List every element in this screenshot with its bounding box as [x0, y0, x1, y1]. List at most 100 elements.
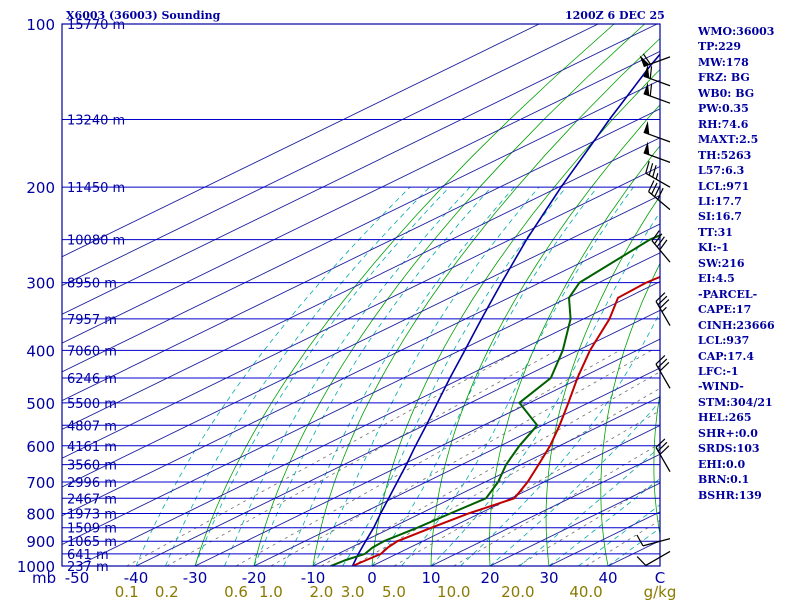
temperature-axis-labels: mb -50 -40 -30 -20 -10 0 10 20 30 40 C: [32, 569, 665, 587]
index-line: LCL:971: [698, 179, 750, 193]
isotherm-line: [62, 165, 660, 459]
moist-adiabat-line: [253, 186, 492, 566]
index-line: LI:17.7: [698, 194, 742, 208]
height-label: 641 m: [67, 548, 109, 563]
plot-frame: [61, 23, 661, 567]
moist-adiabat-line: [312, 186, 540, 566]
barb-feather: [645, 161, 650, 174]
dry-adiabat-line: [430, 104, 660, 566]
dry-adiabat-line: [653, 391, 660, 537]
height-label: 11450 m: [67, 181, 125, 196]
plot-border: [61, 23, 661, 567]
barb-feather: [657, 295, 668, 306]
isotherm-line: [194, 338, 660, 566]
temperature-tick-label: 40: [598, 569, 617, 587]
barb-feather: [655, 292, 666, 302]
isotherm-line: [62, 79, 660, 373]
index-line: TT:31: [698, 225, 733, 239]
wind-barb: [636, 534, 671, 547]
temperature-tick-label: -20: [242, 569, 267, 587]
barb-feather: [656, 236, 665, 248]
mixing-ratio-line: [235, 349, 621, 566]
barb-feather: [657, 441, 668, 452]
index-line: -PARCEL-: [698, 287, 758, 301]
mixing-ratio-lines: [126, 349, 660, 566]
pressure-label: 100: [26, 16, 55, 34]
mixing-ratio-label: 10.0: [437, 583, 470, 600]
moist-adiabat-line: [165, 186, 430, 566]
moist-adiabat-line: [194, 186, 450, 566]
height-label: 4161 m: [67, 440, 117, 455]
barb-flag: [639, 55, 650, 67]
barb-feather: [659, 239, 668, 251]
mixing-ratio-label: 0.6: [224, 583, 248, 600]
mixing-ratio-label: 3.0: [341, 583, 365, 600]
isotherm-line: [62, 24, 599, 287]
isotherm-line: [135, 309, 660, 566]
barb-feather: [648, 180, 655, 192]
barb-flag: [643, 82, 650, 96]
height-label: 1065 m: [67, 535, 117, 550]
mixing-ratio-unit-label: g/kg: [644, 583, 677, 600]
height-label: 5500 m: [67, 397, 117, 412]
isotherms: [62, 24, 660, 566]
barb-shaft: [642, 537, 671, 547]
height-label: 1973 m: [67, 507, 117, 522]
barb-shaft: [643, 131, 671, 143]
index-line: SI:16.7: [698, 210, 742, 224]
temperature-tick-label: C: [655, 569, 665, 587]
moist-adiabat-line: [224, 186, 471, 566]
height-labels: 15770 m 13240 m 11450 m 10080 m 8950 m 7957 m…: [67, 18, 125, 575]
wind-barb: [643, 64, 671, 87]
barb-shaft: [655, 447, 671, 473]
mixing-ratio-line: [126, 349, 520, 566]
barb-feather: [649, 83, 653, 97]
dewpoint-trace: [330, 234, 660, 566]
temperature-tick-label: 10: [421, 569, 440, 587]
height-label: 237 m: [67, 560, 109, 575]
wind-barb: [639, 53, 671, 68]
wind-barb: [643, 121, 671, 143]
dry-adiabat-line: [253, 24, 645, 566]
height-label: 1509 m: [67, 522, 117, 537]
mixing-ratio-label: 5.0: [382, 583, 406, 600]
barb-shaft: [655, 363, 671, 389]
isotherm-line: [76, 281, 660, 566]
wind-barb: [648, 180, 671, 211]
moist-adiabat-line: [283, 186, 515, 566]
isotherm-line: [62, 24, 540, 258]
index-line: SHR+:0.0: [698, 426, 758, 440]
wind-barb: [655, 438, 671, 473]
barb-flag: [643, 121, 650, 135]
barb-feather: [657, 187, 664, 200]
index-line: TH:5263: [698, 148, 752, 162]
index-line: MAXT:2.5: [698, 133, 759, 147]
isotherm-line: [430, 453, 660, 566]
index-line: RH:74.6: [698, 117, 749, 131]
mixing-ratio-line: [166, 349, 557, 566]
temperature-tick-label: -50: [65, 569, 90, 587]
index-line: CAPE:17: [698, 303, 752, 317]
barb-feather: [657, 358, 668, 368]
barb-feather: [654, 185, 661, 198]
index-line: CAP:17.4: [698, 349, 755, 363]
pressure-label: 600: [26, 438, 55, 456]
barb-feather: [652, 165, 657, 178]
barb-shaft: [655, 300, 671, 326]
moist-adiabat-line: [548, 478, 660, 566]
pressure-label: 700: [26, 474, 55, 492]
temperature-tick-label: -10: [301, 569, 326, 587]
moist-adiabat-line: [578, 504, 660, 566]
pressure-label: 500: [26, 395, 55, 413]
barb-feather: [659, 361, 670, 372]
pressure-label: 900: [26, 533, 55, 551]
index-line: CINH:23666: [698, 318, 775, 332]
barb-feather: [654, 233, 663, 245]
isotherm-line: [62, 50, 660, 344]
barb-feather: [659, 299, 670, 309]
pressure-label: 200: [26, 179, 55, 197]
temperature-tick-label: -30: [183, 569, 208, 587]
isotherm-line: [62, 223, 660, 517]
mixing-ratio-label: 0.1: [115, 583, 139, 600]
height-label: 13240 m: [67, 113, 125, 128]
